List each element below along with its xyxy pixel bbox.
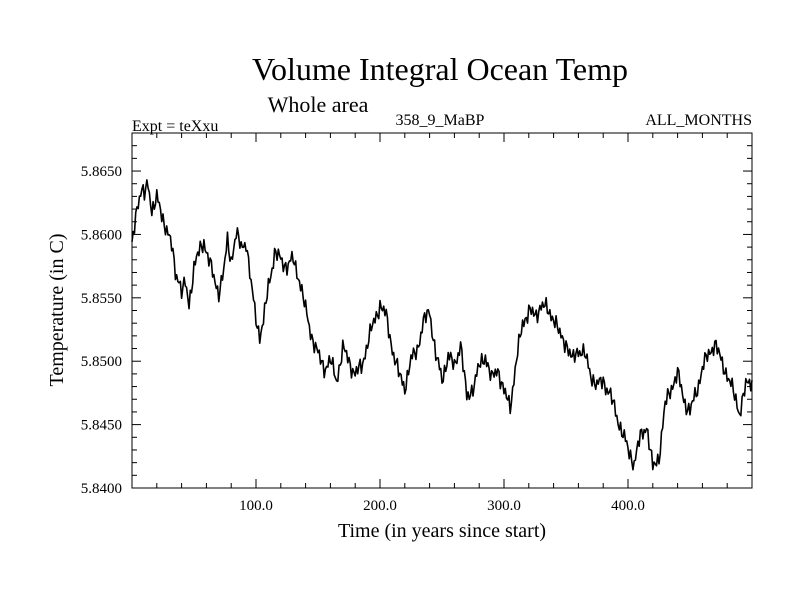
y-tick-label: 5.8650	[81, 164, 122, 180]
y-axis-label: Temperature (in C)	[46, 234, 68, 387]
series-line	[131, 179, 753, 471]
y-tick-label: 5.8450	[81, 418, 122, 434]
x-tick-label: 300.0	[487, 498, 521, 514]
series-layer	[131, 179, 753, 471]
x-axis-label: Time (in years since start)	[338, 520, 546, 542]
y-axis: 5.8400 5.8450 5.8500 5.8550 5.8600 5.8650	[81, 145, 752, 497]
x-tick-label: 400.0	[611, 498, 645, 514]
x-axis: 100.0 200.0 300.0 400.0	[156, 133, 728, 514]
chart-title: Volume Integral Ocean Temp	[252, 51, 628, 87]
period-label: 358_9_MaBP	[396, 112, 485, 129]
y-tick-label: 5.8400	[81, 481, 122, 497]
chart-subtitle: Whole area	[268, 92, 369, 117]
plot-frame	[131, 132, 753, 489]
y-tick-label: 5.8500	[81, 354, 122, 370]
experiment-label: Expt = teXxu	[132, 118, 218, 135]
y-tick-label: 5.8600	[81, 227, 122, 243]
y-tick-label: 5.8550	[81, 291, 122, 307]
x-tick-label: 200.0	[363, 498, 397, 514]
x-tick-label: 100.0	[239, 498, 273, 514]
months-label: ALL_MONTHS	[645, 112, 752, 129]
